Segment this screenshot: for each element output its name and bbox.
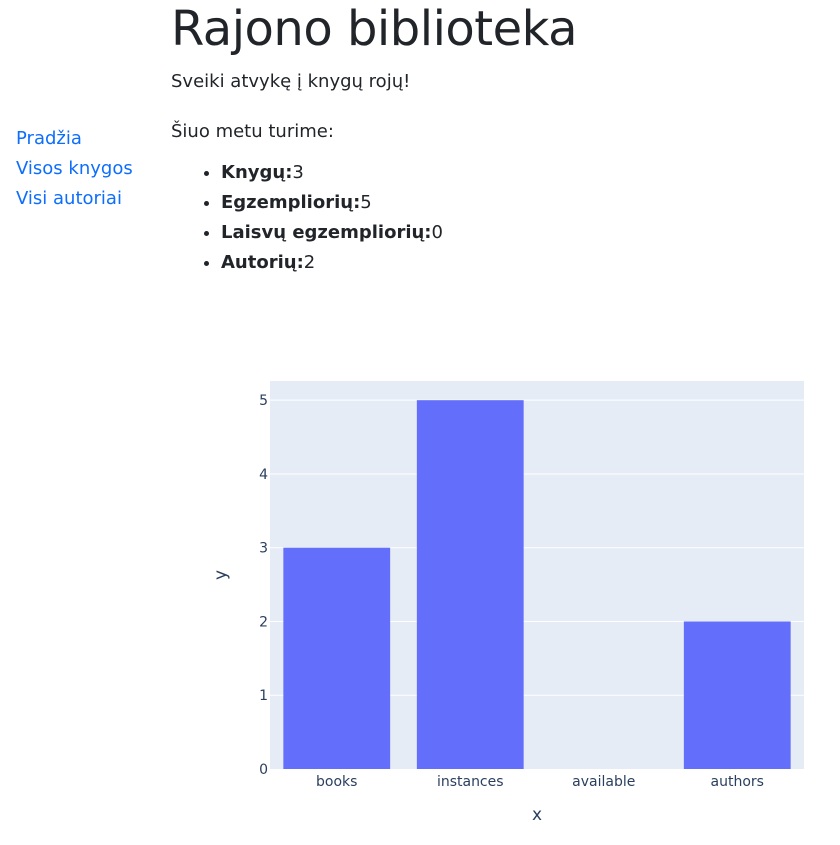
stats-intro: Šiuo metu turime: (171, 121, 334, 142)
bars (283, 400, 791, 769)
y-axis-label: y (211, 570, 231, 580)
stat-value: 5 (360, 192, 372, 213)
bar-authors (683, 621, 791, 769)
stat-authors: Autorių:2 (221, 248, 831, 278)
stat-label: Laisvų egzempliorių: (221, 222, 432, 243)
bar-instances (416, 400, 524, 769)
x-tick-label: instances (437, 774, 504, 790)
y-ticks: 0 1 2 3 4 5 (259, 393, 268, 778)
stat-value: 0 (431, 222, 443, 243)
y-tick-label: 4 (259, 467, 268, 483)
stat-available: Laisvų egzempliorių:0 (221, 218, 831, 248)
y-tick-label: 0 (259, 762, 268, 778)
x-axis-label: x (532, 805, 542, 825)
x-tick-label: authors (711, 774, 764, 790)
stat-value: 3 (292, 162, 304, 183)
welcome-text: Sveiki atvykę į knygų rojų! (171, 71, 411, 92)
stats-list: Knygų:3 Egzempliorių:5 Laisvų egzemplior… (171, 158, 831, 278)
stat-instances: Egzempliorių:5 (221, 188, 831, 218)
main-content: Rajono biblioteka Sveiki atvykę į knygų … (171, 0, 831, 278)
x-tick-label: available (572, 774, 635, 790)
nav-link-home[interactable]: Pradžia (16, 128, 82, 149)
x-ticks: books instances available authors (316, 774, 764, 790)
stat-label: Autorių: (221, 252, 304, 273)
stat-books: Knygų:3 (221, 158, 831, 188)
nav-link-all-authors[interactable]: Visi autoriai (16, 188, 122, 209)
stat-label: Egzempliorių: (221, 192, 361, 213)
y-tick-label: 3 (259, 541, 268, 557)
x-tick-label: books (316, 774, 357, 790)
stat-label: Knygų: (221, 162, 293, 183)
y-tick-label: 1 (259, 688, 268, 704)
page-title: Rajono biblioteka (171, 1, 578, 57)
sidebar-nav: Pradžia Visos knygos Visi autoriai (16, 124, 156, 214)
bar-books (283, 547, 391, 769)
nav-link-all-books[interactable]: Visos knygos (16, 158, 133, 179)
y-tick-label: 2 (259, 614, 268, 630)
y-tick-label: 5 (259, 393, 268, 409)
stat-value: 2 (303, 252, 316, 273)
